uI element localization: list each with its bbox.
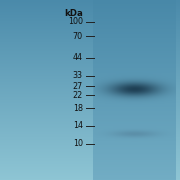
- Text: kDa: kDa: [64, 9, 83, 18]
- Text: 70: 70: [73, 31, 83, 40]
- Text: 22: 22: [73, 91, 83, 100]
- Text: 27: 27: [73, 82, 83, 91]
- Text: 100: 100: [68, 17, 83, 26]
- Text: 18: 18: [73, 103, 83, 112]
- Text: 44: 44: [73, 53, 83, 62]
- Text: 10: 10: [73, 140, 83, 148]
- Text: 33: 33: [73, 71, 83, 80]
- Text: 14: 14: [73, 122, 83, 130]
